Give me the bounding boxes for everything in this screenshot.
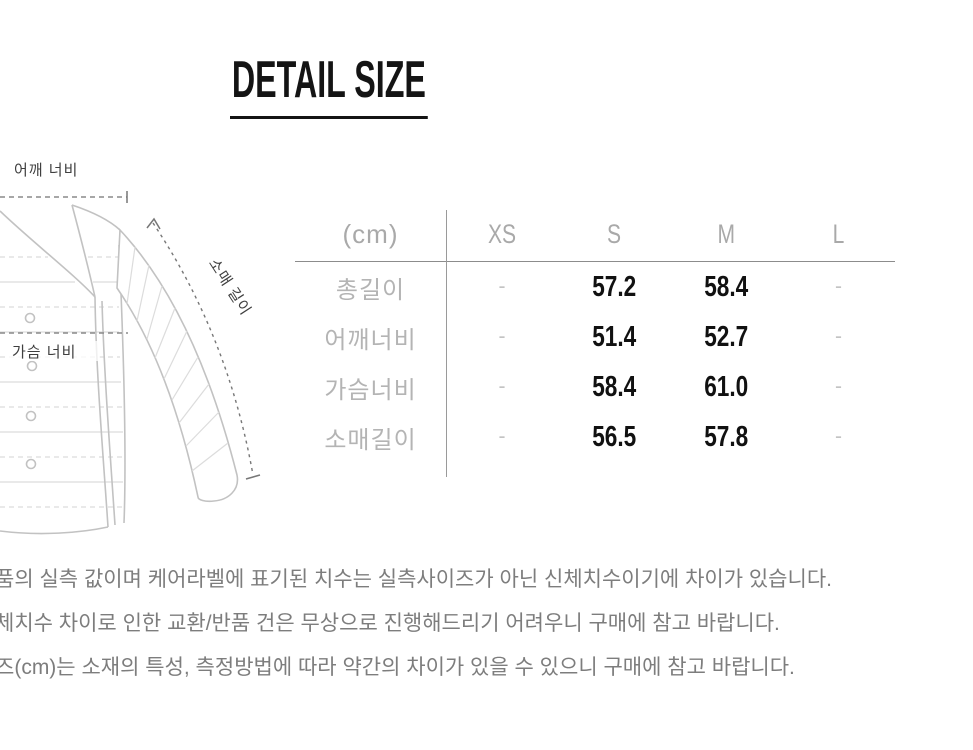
size-table-header: (cm) XS S M L <box>295 207 895 262</box>
jacket-sleeve <box>116 228 239 503</box>
cell-value: 57.8 <box>703 420 749 453</box>
jacket-measurement-diagram: 어깨 너비 가슴 너비 소매 길이 <box>0 162 261 535</box>
sleeve-length-arrowhead <box>146 217 161 230</box>
cell-value: - <box>498 375 506 398</box>
note-line: 즈(cm)는 소재의 특성, 측정방법에 따라 약간의 차이가 있을 수 있으니… <box>0 656 795 679</box>
column-header-xs: XS <box>487 218 517 249</box>
column-header-s: S <box>606 218 622 249</box>
jacket-placket <box>94 296 116 528</box>
row-label: 총길이 <box>335 276 406 304</box>
cell-value: 58.4 <box>703 270 749 303</box>
note-line: 품의 실측 값이며 케어라벨에 표기된 치수는 실측사이즈가 아닌 신체치수이기… <box>0 568 832 591</box>
table-column-divider <box>446 210 447 477</box>
sleeve-length-line <box>152 222 254 476</box>
row-label: 가슴너비 <box>324 376 417 404</box>
jacket-body-fill <box>0 205 126 534</box>
cell-value: - <box>498 425 506 448</box>
cell-value: - <box>835 275 842 298</box>
row-label: 어깨너비 <box>324 326 417 354</box>
jacket-sleeve-quilt-lines <box>126 246 229 472</box>
row-label: 소매길이 <box>324 426 417 454</box>
cell-value: - <box>498 325 506 348</box>
sleeve-length-tick <box>245 474 261 480</box>
table-row-shoulder-width: 어깨너비 - 51.4 52.7 - <box>295 312 895 362</box>
table-row-total-length: 총길이 - 57.2 58.4 - <box>295 262 895 312</box>
cell-value: - <box>835 425 842 448</box>
table-row-sleeve-length: 소매길이 - 56.5 57.8 - <box>295 412 895 462</box>
cell-value: - <box>835 325 842 348</box>
chest-width-label: 가슴 너비 <box>12 344 76 361</box>
chest-label-backing <box>8 341 100 361</box>
cell-value: 52.7 <box>703 320 749 353</box>
page-title: DETAIL SIZE <box>230 50 428 119</box>
cell-value: 56.5 <box>591 420 637 453</box>
sleeve-length-label: 소매 길이 <box>205 256 254 319</box>
unit-label: (cm) <box>342 218 399 249</box>
column-header-l: L <box>832 218 845 249</box>
size-table: (cm) XS S M L 총길이 - 57.2 58.4 - 어깨너비 - 5… <box>295 207 895 462</box>
cell-value: 51.4 <box>591 320 637 353</box>
size-notes: 품의 실측 값이며 케어라벨에 표기된 치수는 실측사이즈가 아닌 신체치수이기… <box>0 558 973 690</box>
note-line: 체치수 차이로 인한 교환/반품 건은 무상으로 진행해드리기 어려우니 구매에… <box>0 612 780 635</box>
cell-value: 58.4 <box>591 370 637 403</box>
jacket-buttons <box>24 312 38 470</box>
cell-value: 57.2 <box>591 270 637 303</box>
cell-value: - <box>835 375 842 398</box>
cell-value: - <box>498 275 506 298</box>
column-header-m: M <box>717 218 735 249</box>
cell-value: 61.0 <box>703 370 749 403</box>
table-row-chest-width: 가슴너비 - 58.4 61.0 - <box>295 362 895 412</box>
shoulder-width-label: 어깨 너비 <box>14 162 78 179</box>
